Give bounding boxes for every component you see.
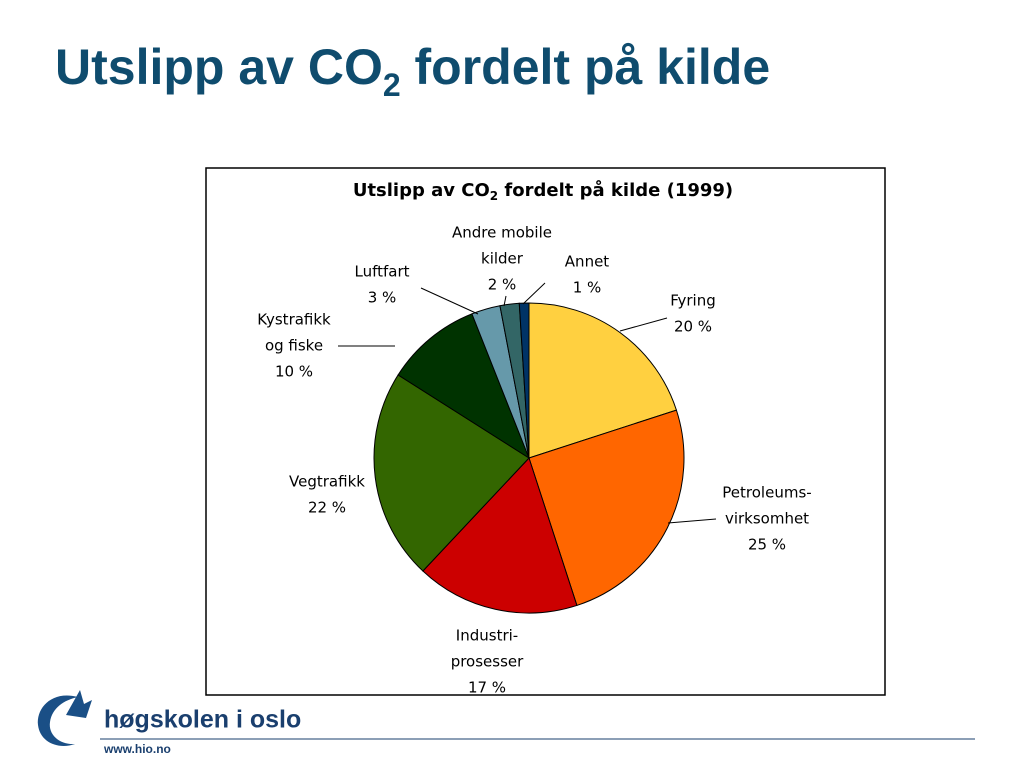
value-label: 2 % (488, 276, 517, 294)
value-label: 17 % (468, 679, 506, 697)
title-subscript: 2 (382, 67, 401, 103)
slice-label: Andre mobile (452, 224, 552, 242)
logo-text: høgskolen i oslo (104, 706, 301, 734)
value-label: 1 % (573, 279, 602, 297)
slide-title: Utslipp av CO2 fordelt på kilde (55, 38, 771, 101)
leader-line (667, 518, 717, 524)
slice-label: Petroleums- (722, 484, 811, 502)
chart-title-text: fordelt på kilde (1999) (498, 179, 733, 201)
pie-slice (397, 313, 531, 460)
slice-label: Industri- (456, 627, 518, 645)
slice-label: Kystrafikk (257, 311, 331, 329)
slice-label: Fyring (670, 292, 716, 310)
leader-line (503, 295, 507, 307)
leader-line (420, 287, 479, 315)
value-label: 20 % (674, 318, 712, 336)
slice-label: og fiske (265, 337, 323, 355)
title-text: fordelt på kilde (400, 39, 771, 95)
logo-swirl (37, 695, 78, 746)
slice-label: Luftfart (354, 263, 409, 281)
chart-title-text: Utslipp av CO (353, 180, 490, 201)
slice-label: prosesser (451, 653, 524, 671)
pie-slice (373, 374, 530, 572)
logo: høgskolen i oslo www.hio.no (37, 690, 975, 756)
logo-url: www.hio.no (103, 742, 171, 756)
value-label: 25 % (748, 536, 786, 554)
value-label: 10 % (275, 363, 313, 381)
value-label: 3 % (368, 289, 397, 307)
leader-line (619, 317, 668, 332)
logo-figure (66, 690, 92, 718)
title-text: Utslipp av CO (55, 39, 383, 95)
leader-line (522, 282, 546, 305)
chart-title-subscript: 2 (490, 189, 498, 203)
chart-title: Utslipp av CO2 fordelt på kilde (1999) (353, 179, 733, 203)
slice-label: virksomhet (725, 510, 809, 528)
pie-slice (528, 409, 685, 607)
value-label: 22 % (308, 499, 346, 517)
slice-label: kilder (481, 250, 524, 268)
slice-label: Annet (565, 253, 610, 271)
slice-label: Vegtrafikk (289, 473, 365, 491)
pie-slice (422, 457, 578, 614)
pie-slice (528, 302, 678, 459)
